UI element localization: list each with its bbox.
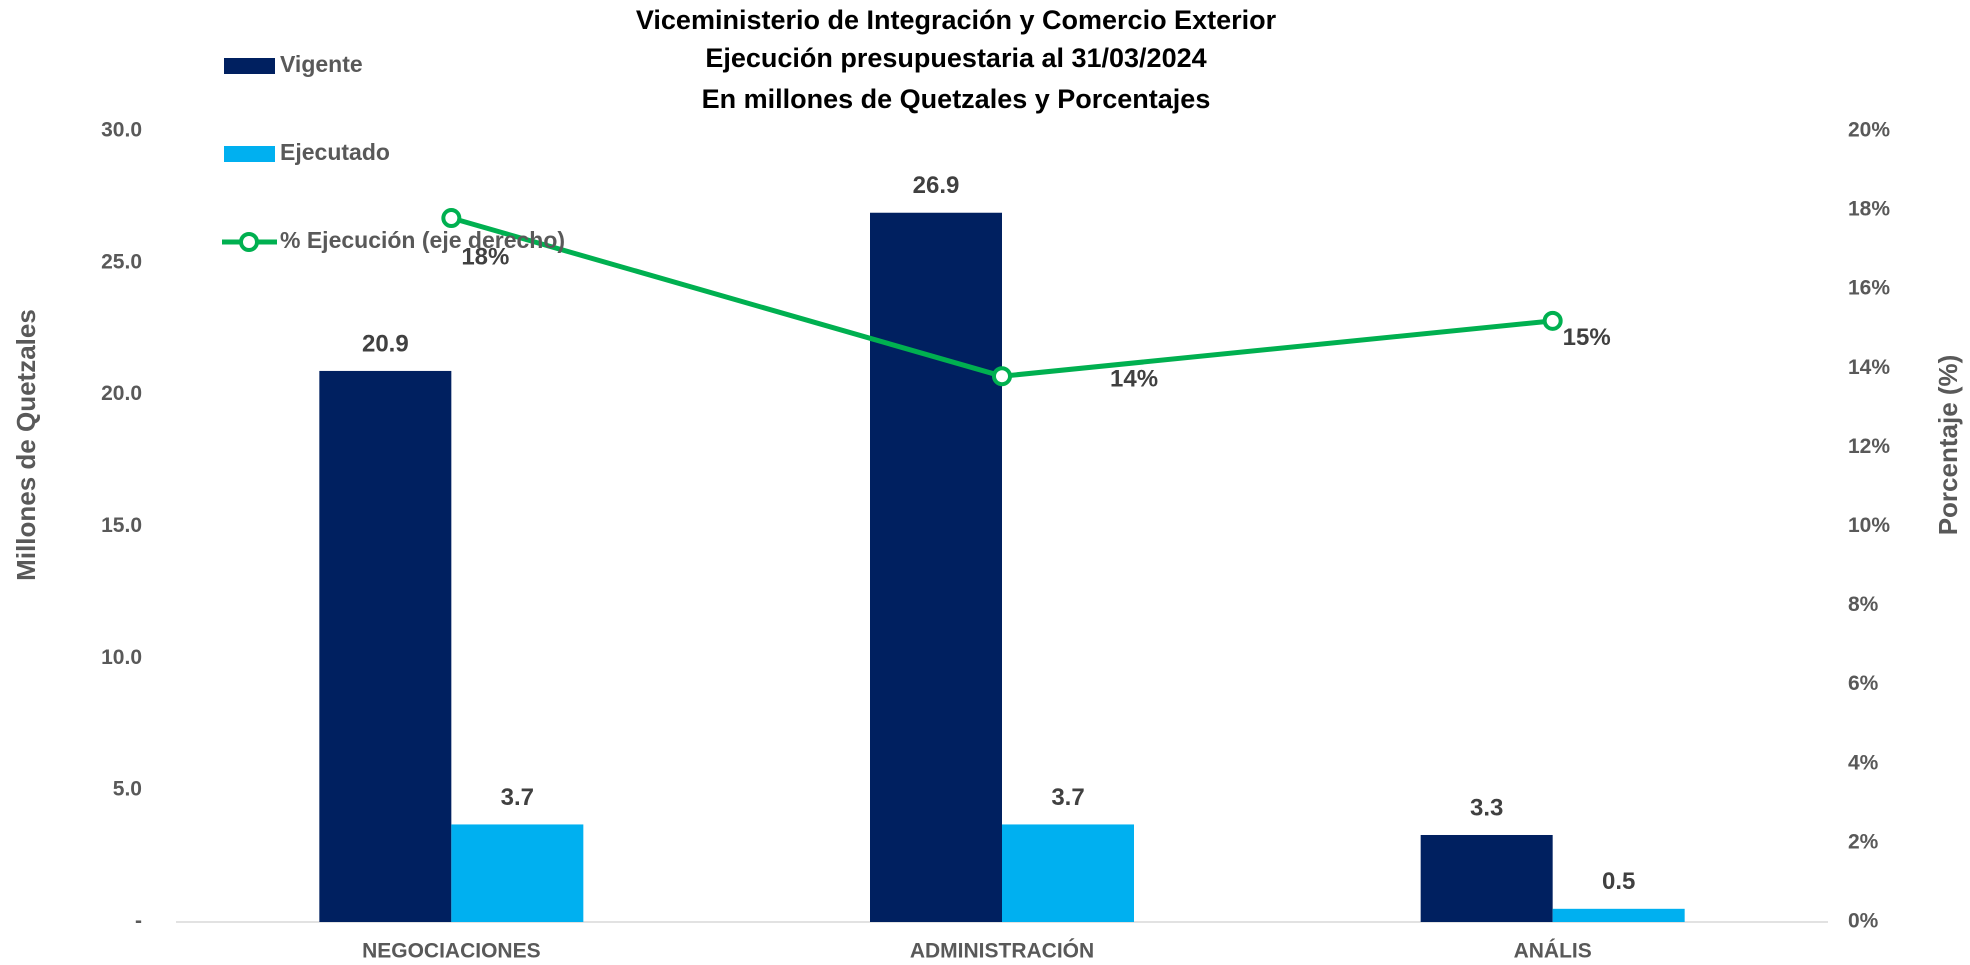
y2-tick-label: 18%: [1848, 198, 1890, 221]
y2-tick-label: 14%: [1848, 356, 1890, 379]
y-tick-label: 20.0: [101, 382, 142, 405]
legend-label: % Ejecución (eje derecho): [280, 227, 565, 253]
data-label: 0.5: [1602, 868, 1635, 895]
y2-tick-label: 4%: [1848, 751, 1879, 774]
bar: [1552, 908, 1685, 922]
line-marker: [992, 366, 1012, 387]
bar: [1420, 834, 1553, 922]
data-label: 3.7: [501, 784, 534, 811]
y-tick-label: 30.0: [101, 119, 142, 142]
data-label: 3.7: [1051, 784, 1084, 811]
line-marker: [441, 208, 462, 229]
bar: [319, 370, 452, 923]
legend-label: Ejecutado: [280, 139, 390, 165]
y-tick-label: 5.0: [113, 778, 142, 801]
y2-tick-label: 16%: [1848, 277, 1890, 300]
y2-axis-title: Porcentaje (%): [1933, 355, 1963, 536]
x-tick-label: NEGOCIACIONES: [362, 940, 541, 963]
legend-swatch: [224, 146, 275, 162]
y2-tick-label: 20%: [1848, 119, 1890, 142]
y2-tick-label: 8%: [1848, 593, 1879, 616]
line-marker: [1542, 310, 1563, 331]
legend-swatch: [239, 232, 259, 252]
y-tick-label: 10.0: [101, 646, 142, 669]
bar: [451, 824, 584, 922]
data-label: 15%: [1563, 324, 1611, 351]
y2-tick-label: 12%: [1848, 435, 1890, 458]
data-label: 14%: [1110, 366, 1158, 393]
bar: [1002, 824, 1134, 922]
y-axis-title: Millones de Quetzales: [11, 309, 41, 581]
chart-title: En millones de Quetzales y Porcentajes: [702, 84, 1211, 114]
chart-title: Viceministerio de Integración y Comercio…: [636, 5, 1277, 35]
y-tick-label: 25.0: [101, 250, 142, 273]
data-label: 20.9: [362, 330, 409, 357]
y-tick-label: 15.0: [101, 514, 142, 537]
y2-tick-label: 6%: [1848, 672, 1879, 695]
chart-title: Ejecución presupuestaria al 31/03/2024: [705, 43, 1206, 73]
x-tick-label: ADMINISTRACIÓN: [910, 939, 1094, 963]
data-label: 3.3: [1470, 794, 1503, 821]
data-label: 26.9: [913, 172, 960, 199]
y2-tick-label: 2%: [1848, 830, 1879, 853]
x-tick-label: ANÁLIS: [1514, 940, 1592, 963]
y-tick-label: -: [135, 910, 142, 933]
bar: [870, 212, 1002, 922]
y2-tick-label: 10%: [1848, 514, 1890, 537]
y2-tick-label: 0%: [1848, 910, 1879, 933]
legend-label: Vigente: [280, 51, 363, 77]
legend-swatch: [224, 58, 275, 74]
data-label: 18%: [461, 243, 509, 270]
